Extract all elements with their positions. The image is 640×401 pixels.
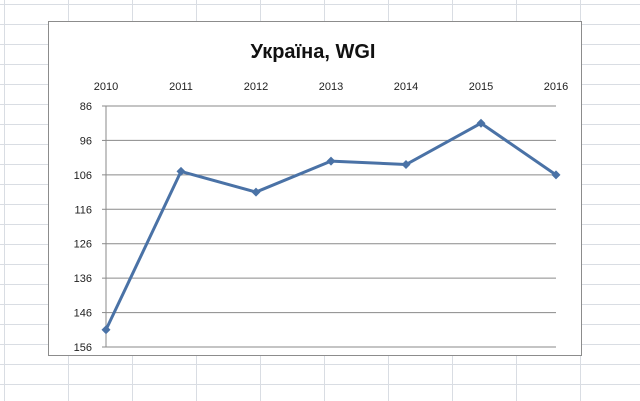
series-layer xyxy=(101,118,561,335)
line-chart: Україна, WGI 86 96 106 116 126 136 146 156 2010… xyxy=(74,41,569,354)
y-tick-label: 146 xyxy=(74,308,92,320)
y-tick-label: 116 xyxy=(74,204,92,216)
data-point-marker xyxy=(101,325,111,335)
x-axis-ticks: 2010 2011 2012 2013 2014 2015 2016 xyxy=(94,81,568,93)
data-point-marker xyxy=(476,118,486,128)
data-point-marker xyxy=(251,187,261,197)
grid-lines xyxy=(102,105,556,348)
y-tick-label: 106 xyxy=(74,170,92,182)
x-tick-label: 2012 xyxy=(244,81,268,93)
y-tick-label: 136 xyxy=(74,273,92,285)
x-tick-label: 2010 xyxy=(94,81,118,93)
x-tick-label: 2013 xyxy=(319,81,343,93)
data-point-marker xyxy=(401,160,411,170)
x-tick-label: 2015 xyxy=(469,81,493,93)
chart-frame: Україна, WGI 86 96 106 116 126 136 146 156 2010… xyxy=(48,21,582,356)
chart-title: Україна, WGI xyxy=(251,41,376,63)
x-tick-label: 2016 xyxy=(544,81,568,93)
y-tick-label: 96 xyxy=(80,135,92,147)
series-line xyxy=(104,121,557,331)
x-tick-label: 2011 xyxy=(169,81,193,93)
y-axis-ticks: 86 96 106 116 126 136 146 156 xyxy=(74,101,92,354)
data-point-marker xyxy=(551,170,561,180)
x-tick-label: 2014 xyxy=(394,81,418,93)
y-tick-label: 126 xyxy=(74,239,92,251)
y-tick-label: 86 xyxy=(80,101,92,113)
data-point-marker xyxy=(176,166,186,176)
y-tick-label: 156 xyxy=(74,342,92,354)
data-point-marker xyxy=(326,156,336,166)
